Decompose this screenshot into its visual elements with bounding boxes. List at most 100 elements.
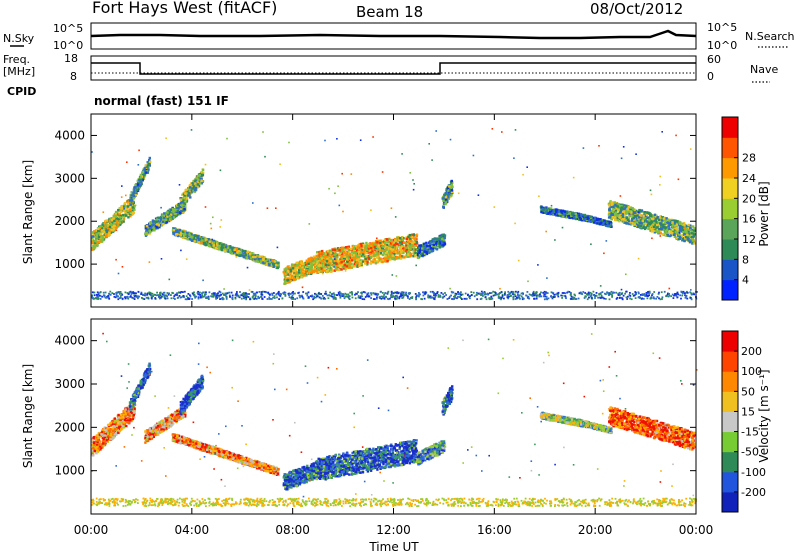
range-gate-cell [222, 243, 225, 246]
range-gate-cell [131, 209, 135, 213]
range-gate-cell [328, 259, 331, 262]
range-gate-cell [392, 248, 395, 251]
range-gate-cell [117, 223, 120, 226]
range-gate-cell [285, 279, 289, 282]
range-gate-cell [139, 173, 143, 177]
range-gate-cell [166, 219, 169, 222]
range-gate-cell [364, 259, 367, 263]
range-gate-cell [583, 214, 586, 217]
range-gate-cell [378, 247, 381, 250]
mhz-label: [MHz] [3, 65, 35, 78]
range-gate-cell [581, 215, 584, 218]
range-gate-cell [369, 243, 373, 246]
range-gate-cell [241, 249, 245, 252]
range-gate-cell [297, 271, 301, 274]
range-gate-cell [179, 211, 182, 214]
range-gate-cell [348, 262, 351, 266]
range-gate-cell [329, 270, 333, 273]
range-gate-cell [441, 242, 444, 245]
range-gate-cell [402, 237, 405, 240]
range-gate-cell [430, 240, 433, 243]
range-gate-cell [271, 259, 274, 262]
range-gate-cell [428, 244, 431, 248]
range-gate-cell [309, 272, 313, 275]
range-gate-cell [186, 238, 189, 241]
range-gate-cell [319, 251, 322, 254]
range-gate-cell [398, 245, 402, 249]
range-gate-cell [340, 268, 343, 271]
range-gate-cell [101, 238, 104, 242]
range-gate-cell [134, 194, 137, 197]
range-gate-cell [574, 212, 577, 215]
power-scatter [91, 128, 698, 301]
range-gate-cell [113, 219, 116, 222]
range-gate-cell [334, 258, 337, 262]
range-gate-cell [258, 255, 262, 258]
range-gate-cell [201, 168, 205, 171]
range-gate-cell [431, 245, 434, 248]
range-gate-cell [103, 226, 106, 230]
range-gate-cell [360, 247, 363, 250]
range-gate-cell [400, 250, 403, 254]
range-gate-cell [552, 213, 555, 216]
range-gate-cell [401, 240, 404, 244]
range-gate-cell [299, 274, 302, 277]
range-gate-cell [342, 256, 346, 260]
range-gate-cell [434, 242, 437, 245]
range-gate-cell [194, 182, 197, 185]
range-gate-cell [136, 184, 140, 188]
range-gate-cell [301, 271, 304, 275]
range-gate-cell [341, 262, 344, 266]
range-gate-cell [350, 264, 353, 268]
range-gate-cell [395, 256, 398, 259]
range-gate-cell [184, 192, 187, 195]
range-gate-cell [358, 262, 362, 265]
range-gate-cell [193, 190, 197, 193]
range-gate-cell [326, 257, 329, 261]
range-gate-cell [358, 249, 361, 252]
range-gate-cell [200, 182, 203, 185]
range-gate-cell [173, 208, 177, 211]
range-gate-cell [367, 256, 371, 260]
range-gate-cell [289, 267, 292, 270]
range-gate-cell [237, 254, 241, 257]
range-gate-cell [328, 262, 331, 265]
range-gate-cell [144, 168, 147, 172]
range-gate-cell [164, 219, 168, 222]
range-gate-cell [242, 254, 246, 258]
range-gate-cell [377, 245, 380, 248]
range-gate-cell [264, 258, 267, 261]
range-gate-cell [572, 212, 575, 215]
range-gate-cell [327, 251, 331, 254]
range-gate-cell [365, 252, 368, 255]
range-gate-cell [408, 246, 412, 249]
range-gate-cell [597, 220, 600, 223]
range-gate-cell [345, 265, 349, 268]
range-gate-cell [376, 241, 379, 244]
range-gate-cell [237, 249, 240, 253]
range-gate-cell [145, 229, 149, 232]
range-gate-cell [93, 230, 96, 233]
range-gate-cell [251, 255, 255, 259]
range-gate-cell [127, 202, 131, 205]
range-gate-cell [560, 209, 564, 213]
range-gate-cell [148, 226, 151, 229]
range-gate-cell [176, 213, 179, 216]
range-gate-cell [352, 254, 356, 257]
range-gate-cell [225, 245, 228, 249]
range-gate-cell [385, 255, 389, 258]
range-gate-cell [170, 215, 173, 218]
range-gate-cell [289, 268, 292, 271]
range-gate-cell [172, 229, 176, 232]
range-gate-cell [375, 260, 379, 263]
range-gate-cell [433, 237, 437, 240]
range-gate-cell [291, 269, 294, 273]
range-gate-cell [151, 224, 154, 227]
range-gate-cell [187, 194, 190, 197]
range-gate-cell [318, 257, 321, 261]
range-gate-cell [428, 249, 432, 253]
range-gate-cell [438, 235, 441, 238]
range-gate-cell [182, 232, 185, 236]
range-gate-cell [183, 207, 186, 211]
range-gate-cell [144, 234, 148, 237]
